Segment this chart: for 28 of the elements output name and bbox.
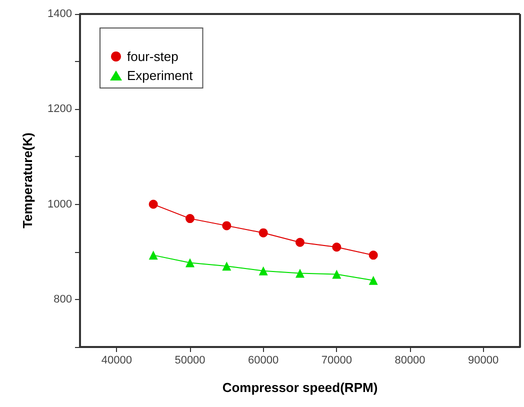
x-tick-label: 60000: [248, 354, 279, 366]
point: [222, 262, 232, 271]
point: [368, 250, 378, 260]
x-axis-title: Compressor speed(RPM): [222, 380, 378, 395]
point: [296, 238, 304, 247]
point: [148, 250, 158, 260]
point: [296, 268, 304, 278]
point: [148, 200, 158, 209]
point: [186, 214, 194, 224]
point: [258, 228, 268, 238]
legend-label: Experiment: [127, 68, 194, 83]
legend-label: four-step: [127, 49, 178, 64]
point: [368, 276, 378, 285]
point: [332, 242, 342, 252]
point: [222, 221, 232, 230]
x-tick-label: 40000: [101, 354, 132, 366]
y-tick-label: 1400: [48, 8, 72, 20]
x-tick-label: 90000: [468, 354, 499, 366]
point: [186, 258, 194, 268]
x-tick-label: 50000: [174, 354, 206, 366]
point: [332, 270, 342, 279]
y-tick-label: 1200: [48, 103, 72, 116]
x-tick-label: 80000: [394, 354, 426, 366]
y-tick-label: 800: [54, 293, 72, 306]
x-tick-label: 70000: [321, 354, 352, 366]
y-axis-title: Temperature(K): [20, 132, 35, 228]
y-tick-label: 1000: [48, 198, 72, 210]
point: [258, 266, 268, 276]
